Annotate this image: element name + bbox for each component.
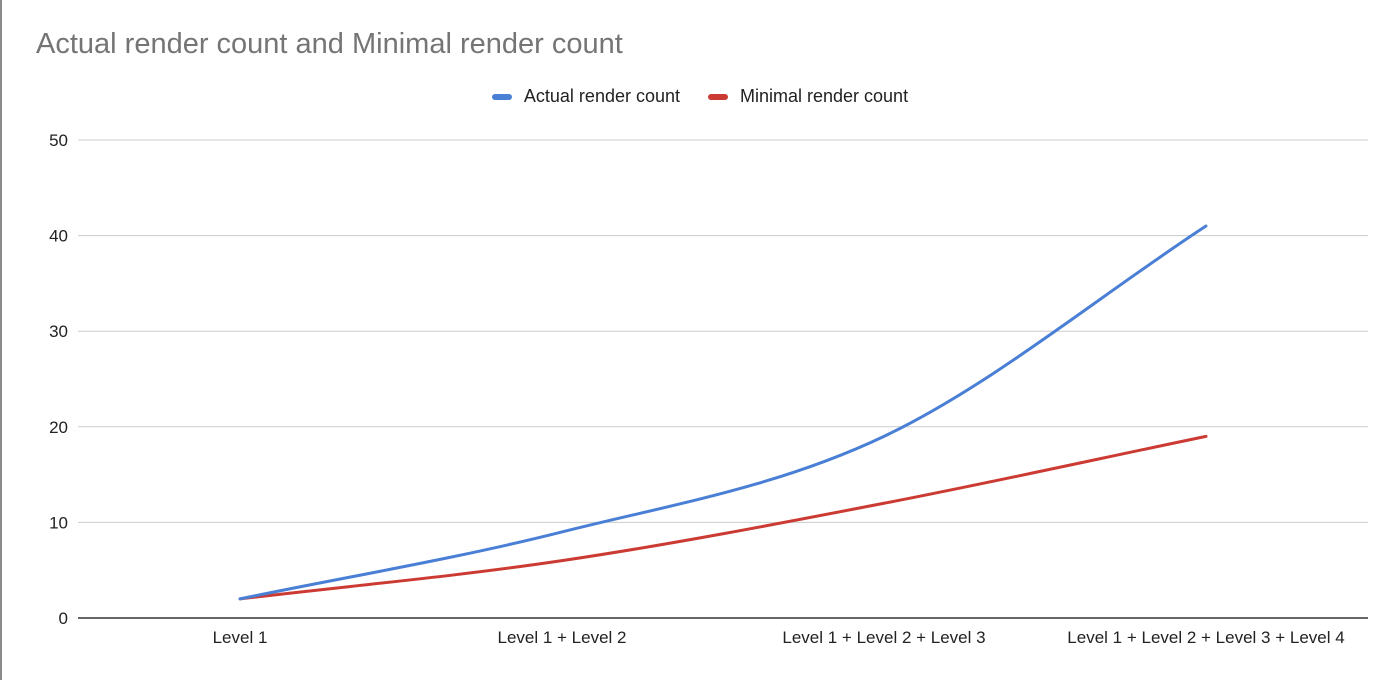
x-tick-label: Level 1 + Level 2 + Level 3 + Level 4 <box>1067 628 1344 647</box>
legend-swatch-actual <box>491 93 512 100</box>
x-tick-label: Level 1 + Level 2 <box>497 628 626 647</box>
window-edge <box>0 0 2 680</box>
y-tick-label: 10 <box>49 513 68 532</box>
legend-swatch-minimal <box>708 93 728 100</box>
x-tick-label: Level 1 + Level 2 + Level 3 <box>782 628 985 647</box>
legend-item-minimal[interactable]: Minimal render count <box>708 86 908 107</box>
y-tick-label: 30 <box>49 322 68 341</box>
legend-label-actual: Actual render count <box>523 86 680 106</box>
legend-label-minimal: Minimal render count <box>740 86 909 106</box>
chart-legend: Actual render count Minimal render count <box>0 86 1400 107</box>
y-tick-label: 50 <box>49 131 68 150</box>
y-tick-label: 20 <box>49 418 68 437</box>
y-tick-label: 40 <box>49 227 68 246</box>
y-tick-label: 0 <box>59 609 68 628</box>
x-tick-label: Level 1 <box>213 628 268 647</box>
series-line-actual[interactable] <box>238 224 1208 601</box>
legend-item-actual[interactable]: Actual render count <box>491 86 680 107</box>
series-line-minimal[interactable] <box>238 434 1208 601</box>
chart-title: Actual render count and Minimal render c… <box>36 28 623 60</box>
